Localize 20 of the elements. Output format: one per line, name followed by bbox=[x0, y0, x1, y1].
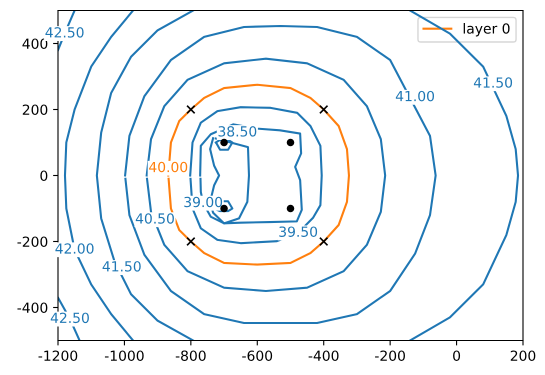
annotation: 41.50 bbox=[102, 261, 141, 272]
annotation: 40.50 bbox=[136, 213, 174, 224]
annotation: 38.50 bbox=[218, 126, 256, 137]
y-tick-label: -400 bbox=[17, 302, 48, 313]
y-tick-label: 200 bbox=[22, 104, 48, 115]
annotation: 41.50 bbox=[474, 77, 512, 88]
annotation: 41.00 bbox=[396, 90, 434, 102]
x-tick-label: -200 bbox=[375, 350, 405, 361]
y-tick-label: 400 bbox=[22, 38, 48, 49]
x-tick-label: -800 bbox=[176, 350, 206, 361]
x-tick-label: 0 bbox=[453, 350, 460, 361]
x-tick-label: -600 bbox=[242, 350, 272, 361]
annotation: 40.00 bbox=[149, 162, 188, 172]
x-tick-label: -1000 bbox=[104, 350, 144, 361]
x-tick-label: 200 bbox=[510, 350, 536, 361]
y-tick-label: -200 bbox=[17, 236, 48, 247]
y-tick-label: 0 bbox=[40, 170, 48, 181]
x-tick-label: -400 bbox=[308, 350, 339, 361]
x-tick-label: -1200 bbox=[38, 350, 78, 361]
legend-label: layer 0 bbox=[464, 23, 510, 36]
